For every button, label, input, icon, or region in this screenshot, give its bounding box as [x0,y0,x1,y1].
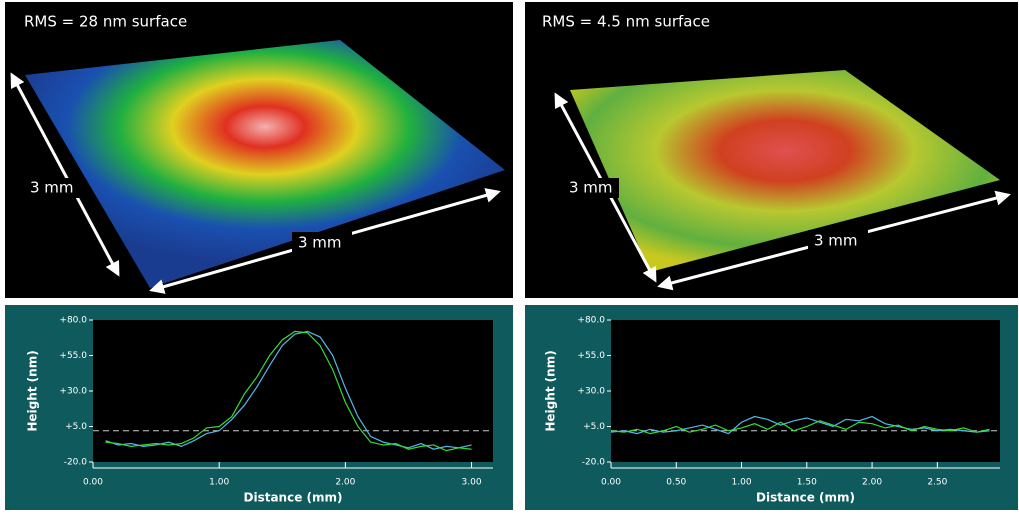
data-line [610,415,990,435]
x-tick-label: 1.50 [797,478,817,488]
y-tick-label: -20.0 [582,458,606,468]
data-line [610,420,990,435]
dimension-arrow [10,72,120,277]
plot-area [611,320,1000,462]
label-bg [808,230,868,252]
label-bg [563,178,619,198]
x-tick-label: 2.00 [335,478,355,488]
y-tick-label: +5.0 [583,422,605,432]
x-tick-label: 2.50 [927,478,947,488]
y-tick-label: +5.0 [65,422,87,432]
x-tick-label: 1.00 [209,478,229,488]
x-tick-label: 0.50 [666,478,686,488]
label-bg [24,178,80,198]
y-tick-label: +80.0 [577,316,605,326]
y-tick-label: +55.0 [577,351,605,361]
dimension-label: 3 mm [30,179,74,197]
y-tick-label: +80.0 [59,316,87,326]
label-bg [292,232,352,254]
data-line [105,330,472,452]
x-tick-label: 2.00 [862,478,882,488]
dimension-label: 3 mm [569,179,613,197]
x-tick-label: 0.00 [601,478,621,488]
y-tick-label: +30.0 [59,387,87,397]
y-tick-label: +55.0 [59,351,87,361]
surface-render [25,40,505,288]
panel-title: RMS = 4.5 nm surface [542,13,710,31]
dimension-label: 3 mm [814,232,858,250]
x-axis-label: Distance (mm) [244,491,343,505]
plot-area [93,320,493,462]
y-tick-label: +30.0 [577,387,605,397]
y-tick-label: -20.0 [64,458,88,468]
y-axis-label: Height (nm) [544,350,558,431]
data-line [105,330,472,450]
panel-title: RMS = 28 nm surface [24,13,187,31]
dimension-label: 3 mm [298,234,342,252]
x-tick-label: 3.00 [462,478,482,488]
y-axis-label: Height (nm) [26,350,40,431]
x-tick-label: 0.00 [83,478,103,488]
x-tick-label: 1.00 [732,478,752,488]
x-axis-label: Distance (mm) [756,491,855,505]
